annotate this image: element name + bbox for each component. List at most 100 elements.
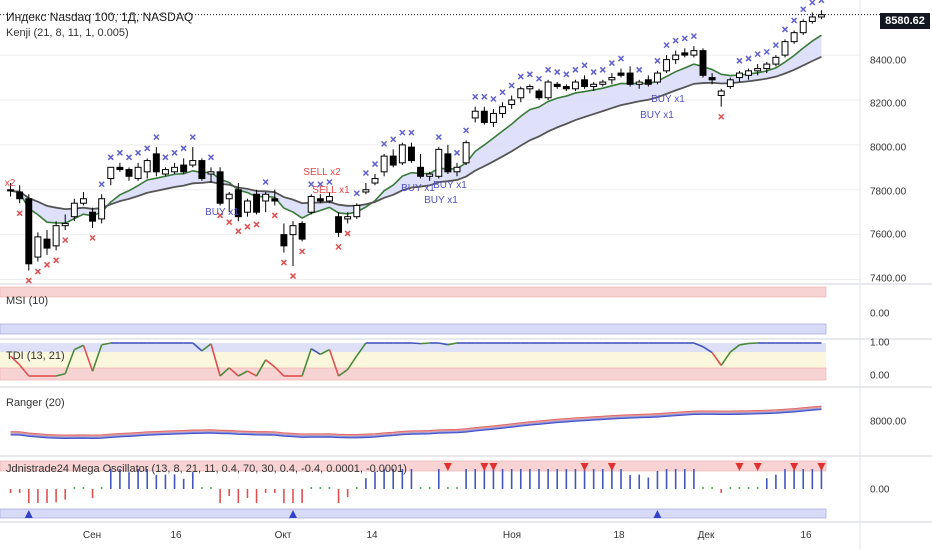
grid-lines (0, 14, 880, 281)
y-tick-7600: 7600.00 (870, 229, 907, 241)
ranger-line (10, 408, 822, 440)
kenji-slow-line (10, 55, 822, 211)
candle-body (708, 77, 716, 81)
ranger-line (10, 405, 822, 436)
cross-marker (791, 17, 798, 24)
cross-marker (636, 66, 643, 73)
x-tick: 14 (366, 530, 378, 541)
cross-marker (554, 69, 561, 76)
candle-body (216, 171, 224, 204)
cross-marker (326, 178, 333, 186)
candle-body (480, 110, 488, 123)
tdi-line-segment (411, 342, 421, 345)
cross-marker (508, 82, 515, 89)
candle-body (344, 216, 352, 220)
cross-marker (125, 154, 133, 161)
cross-marker (399, 129, 406, 136)
mega-oscillator-panel (0, 460, 827, 519)
sell-triangle-marker (753, 463, 762, 471)
candle-body (125, 169, 133, 177)
cross-marker (563, 71, 570, 78)
candle-body (289, 225, 297, 236)
candle-body (43, 238, 51, 249)
candle-body (644, 79, 652, 85)
buy-triangle-marker (24, 510, 33, 518)
sell-triangle-marker (607, 463, 616, 471)
cross-marker (681, 35, 688, 42)
buy-signal-label: BUY x1 (424, 195, 458, 206)
candle-body (562, 86, 570, 90)
msi-panel (0, 286, 827, 335)
cross-marker (736, 57, 743, 64)
candle-body (180, 164, 188, 173)
cross-marker (745, 55, 752, 62)
candle-body (799, 20, 807, 34)
msi-tick: 0.00 (870, 308, 890, 320)
cross-marker (654, 57, 661, 64)
tdi-line-segment (356, 342, 367, 357)
y-tick-7800: 7800.00 (870, 186, 907, 198)
candle-body (262, 193, 270, 202)
mega-oscillator-title: Jdnistrade24 Mega Oscillator (13, 8, 21,… (6, 463, 407, 475)
candle-body (672, 54, 680, 61)
candle-body (61, 222, 69, 227)
x-tick: 16 (170, 530, 182, 541)
cross-marker (408, 129, 415, 136)
candle-body (152, 153, 160, 173)
cross-marker (153, 134, 160, 141)
candle-body (817, 14, 825, 18)
tdi-line-segment (247, 370, 257, 377)
candle-body (435, 148, 443, 177)
cross-marker (25, 277, 32, 284)
candle-body (98, 198, 106, 220)
y-tick-7400: 7400.00 (870, 273, 907, 285)
cross-marker (217, 212, 224, 219)
buy-signal-label: BUY x1 (433, 180, 467, 191)
cross-marker (362, 169, 369, 177)
candle-body (517, 88, 525, 99)
tdi-line-segment (237, 370, 248, 377)
cross-marker (89, 234, 96, 241)
cross-marker (526, 71, 533, 78)
tdi-lower-zone (0, 367, 827, 381)
candle-body (462, 142, 470, 164)
candle-body (581, 79, 589, 88)
cross-marker (98, 181, 105, 188)
tdi-line-segment (73, 344, 84, 351)
x-tick: Ноя (502, 530, 522, 541)
tdi-line-segment (19, 364, 30, 377)
candle-body (234, 189, 242, 218)
tdi-tick-1: 1.00 (870, 337, 890, 349)
cross-marker (617, 55, 625, 62)
cross-marker (262, 178, 269, 186)
x-tick: Окт (274, 530, 292, 541)
cross-marker (381, 140, 388, 147)
cross-marker (280, 259, 287, 266)
tdi-line-segment (438, 342, 449, 346)
tdi-line-segment (693, 342, 704, 348)
buy-signal-label: BUY x1 (205, 207, 239, 218)
cross-marker (472, 93, 479, 100)
candle-body (417, 166, 425, 177)
cross-marker (308, 181, 315, 188)
candle-body (726, 79, 734, 88)
cross-marker (180, 145, 187, 152)
cross-marker (663, 42, 670, 49)
cross-marker (763, 48, 770, 55)
x-tick: Сен (82, 530, 102, 541)
cross-marker (244, 223, 251, 230)
candle-body (763, 63, 771, 70)
candle-body (590, 83, 598, 88)
tdi-title: TDI (13, 21) (6, 350, 65, 362)
tdi-line-segment (420, 342, 430, 345)
sell-signal-label: SELL x2 (303, 167, 341, 178)
candle-body (681, 52, 689, 56)
tdi-upper-zone (0, 343, 826, 352)
candle-body (571, 81, 579, 90)
tdi-line-segment (328, 349, 340, 377)
candle-body (198, 160, 206, 180)
sell-signal-label: x2 (4, 178, 16, 189)
cross-marker (781, 26, 789, 33)
candle-body (626, 72, 634, 85)
